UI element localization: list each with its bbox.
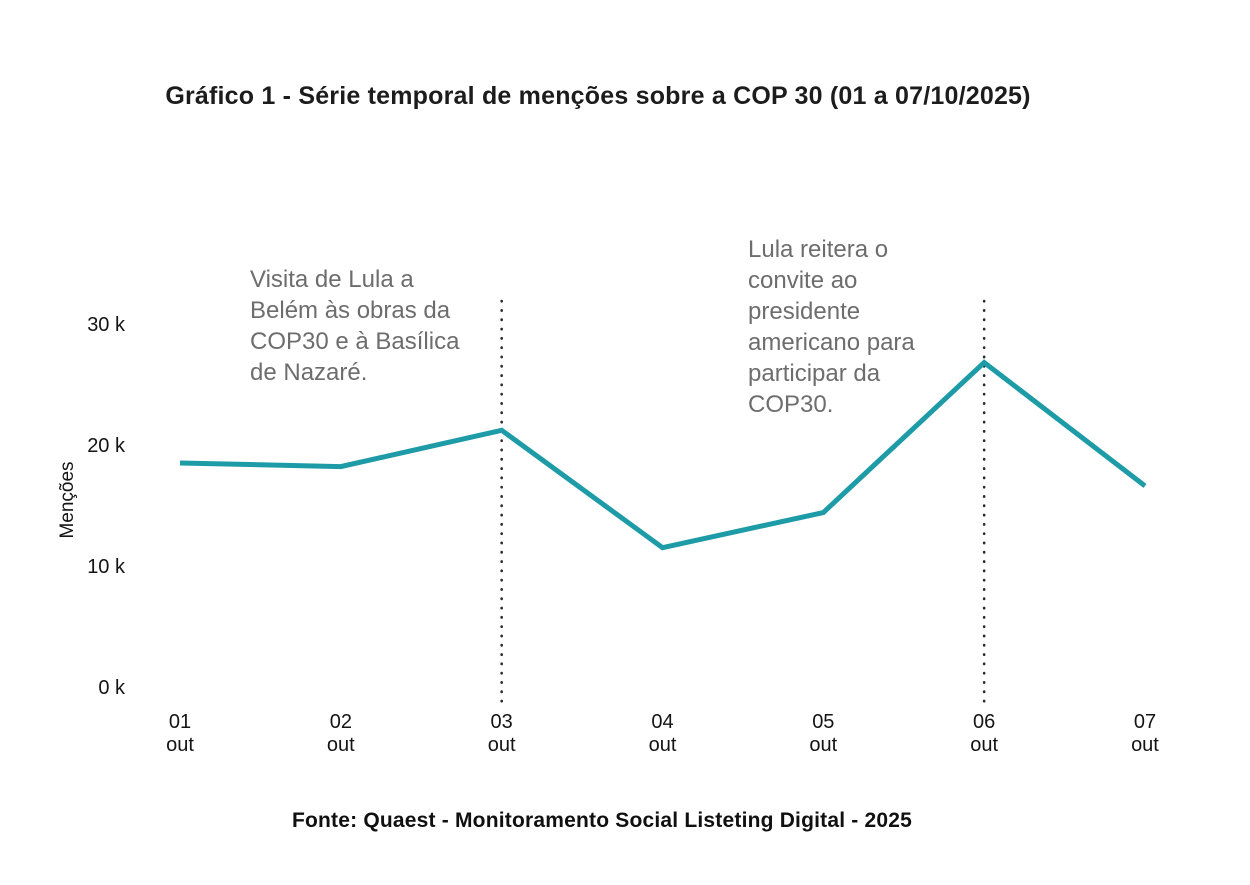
x-tick-label-05-out: 05 out bbox=[809, 711, 838, 756]
annotation-line: participar da bbox=[748, 360, 881, 387]
annotation-lula-convite-cop30: Lula reitera o convite ao presidente americ… bbox=[748, 234, 915, 420]
x-tick-label-04-out: 04 out bbox=[648, 711, 677, 756]
y-tick-label-30k: 30 k bbox=[87, 314, 125, 336]
annotation-line: COP30. bbox=[748, 391, 834, 418]
annotation-line: Visita de Lula a bbox=[250, 266, 414, 293]
x-tick-label-01-out: 01 out bbox=[166, 711, 194, 756]
source-caption: Fonte: Quaest - Monitoramento Social Lis… bbox=[291, 809, 913, 832]
x-tick-label-07-out: 07 out bbox=[1131, 711, 1159, 756]
annotation-visita-lula-belem: Visita de Lula a Belém às obras da COP30 e… bbox=[250, 264, 459, 388]
annotation-line: de Nazaré. bbox=[250, 359, 368, 386]
y-tick-label-20k: 20 k bbox=[87, 435, 125, 457]
x-tick-label-02-out: 02 out bbox=[326, 711, 355, 756]
annotation-line: Belém às obras da bbox=[250, 297, 451, 324]
y-tick-label-10k: 10 k bbox=[87, 556, 125, 578]
annotation-line: presidente bbox=[748, 298, 861, 325]
annotation-line: Lula reitera o bbox=[748, 236, 889, 263]
x-tick-label-03-out: 03 out bbox=[487, 711, 516, 756]
y-tick-label-0k: 0 k bbox=[98, 677, 125, 699]
chart-title: Gráfico 1 - Série temporal de menções so… bbox=[165, 82, 1031, 110]
annotation-line: convite ao bbox=[748, 267, 858, 294]
series-line-mencoes bbox=[179, 359, 1147, 551]
annotation-line: COP30 e à Basílica bbox=[250, 328, 460, 355]
x-tick-label-06-out: 06 out bbox=[970, 711, 999, 756]
annotation-line: americano para bbox=[748, 329, 915, 356]
